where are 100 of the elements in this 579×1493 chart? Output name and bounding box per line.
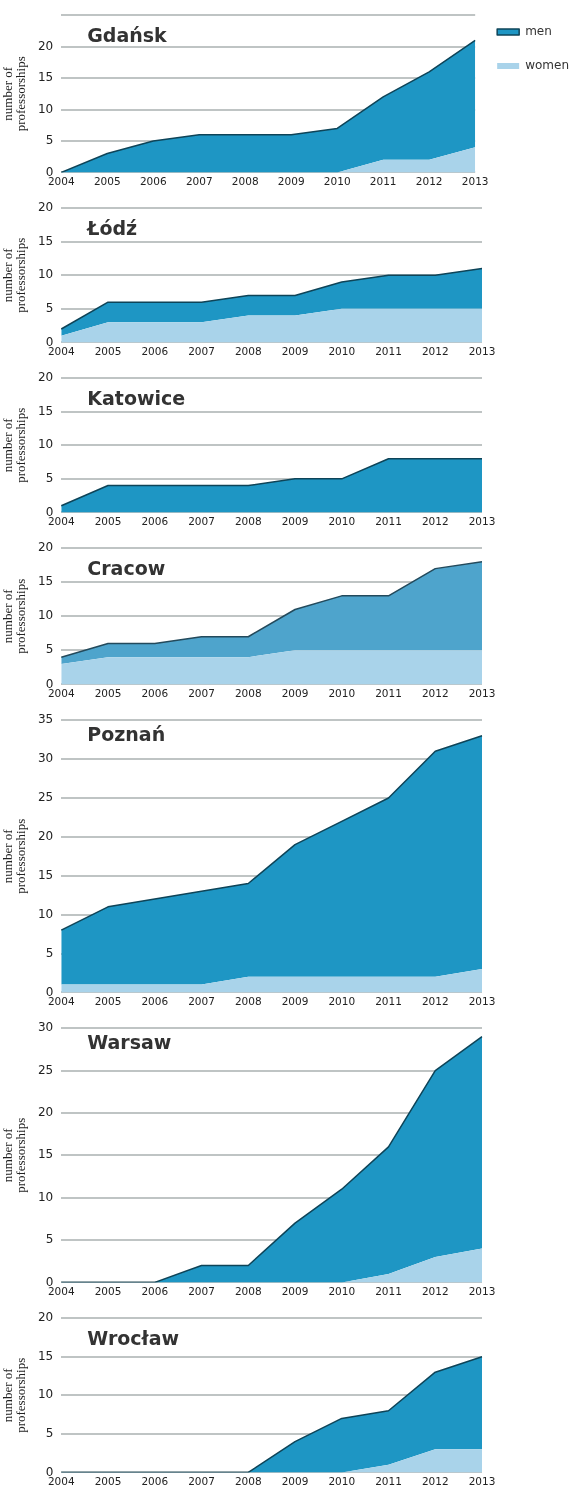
text: Łódź [86,216,138,239]
y-tick-label: 20 [37,200,54,215]
x-tick-label: 2005 [94,1285,122,1298]
legend-label: men [525,24,552,39]
x-tick-label: 2009 [281,515,309,528]
y-tick-label: 10 [37,101,54,116]
y-tick-label: 10 [37,608,54,623]
x-tick-label: 2011 [375,1285,402,1298]
x-tick-label: 2004 [47,687,75,700]
x-tick-label: 2008 [234,1475,262,1488]
y-tick-label: 20 [37,38,54,53]
x-tick-label: 2012 [421,687,449,700]
y-tick-label: 10 [37,267,54,282]
x-tick-label: 2008 [234,515,262,528]
x-tick-label: 2013 [468,1475,496,1488]
y-tick-label: 15 [37,1348,54,1363]
y-tick-label: 10 [37,906,54,921]
y-tick-label: 20 [37,540,54,555]
x-tick-label: 2010 [328,345,356,358]
y-axis-title: number of professorships [0,237,28,313]
y-tick-label: 5 [45,133,54,148]
x-tick-label: 2011 [375,687,402,700]
x-tick-label: 2013 [468,995,496,1008]
y-tick-label: 15 [37,1147,54,1162]
x-tick-label: 2007 [188,1285,215,1298]
x-tick-label: 2004 [47,1475,75,1488]
x-tick-label: 2004 [47,995,75,1008]
y-tick-label: 30 [37,1020,54,1035]
x-tick-label: 2008 [234,1285,262,1298]
x-tick-label: 2013 [468,687,496,700]
x-tick-label: 2013 [468,515,496,528]
legend-label: women [525,58,570,73]
y-tick-label: 15 [37,70,54,85]
x-tick-label: 2006 [141,345,169,358]
x-tick-label: 2012 [421,995,449,1008]
y-tick-label: 30 [37,751,54,766]
x-tick-label: 2011 [375,1475,402,1488]
x-tick-label: 2008 [231,175,259,188]
x-tick-label: 2007 [188,345,215,358]
x-tick-label: 2011 [375,515,402,528]
x-tick-label: 2005 [94,1475,122,1488]
y-tick-label: 15 [37,867,54,882]
x-tick-label: 2004 [47,515,75,528]
x-tick-label: 2009 [281,1475,309,1488]
y-axis-title: number of professorships [0,578,28,654]
x-tick-label: 2005 [94,515,122,528]
x-tick-label: 2011 [375,995,402,1008]
y-axis-title: number of professorships [0,1117,28,1193]
x-tick-label: 2007 [188,1475,215,1488]
y-tick-label: 20 [37,828,54,843]
y-tick-label: 10 [37,1189,54,1204]
x-tick-label: 2009 [281,345,309,358]
x-tick-label: 2012 [421,1475,449,1488]
x-tick-label: 2006 [139,175,167,188]
x-tick-label: 2009 [281,995,309,1008]
x-tick-label: 2009 [281,1285,309,1298]
x-tick-label: 2010 [328,1285,356,1298]
x-tick-label: 2010 [328,995,356,1008]
x-tick-label: 2006 [141,995,169,1008]
y-tick-label: 25 [37,790,54,805]
y-tick-label: 5 [45,945,54,960]
text: Cracow [87,556,166,579]
x-tick-label: 2013 [468,345,496,358]
text: Katowice [87,386,186,409]
x-tick-label: 2008 [234,687,262,700]
chart-title: Gdańsk [87,23,168,46]
y-tick-label: 15 [37,403,54,418]
x-tick-label: 2007 [188,687,215,700]
x-tick-label: 2012 [421,1285,449,1298]
x-tick-label: 2013 [461,175,489,188]
y-axis-title: number of professorships [0,1357,28,1433]
y-tick-label: 5 [45,642,54,657]
chart-title: Poznań [87,722,166,745]
x-tick-label: 2005 [94,995,122,1008]
y-tick-label: 25 [37,1062,54,1077]
x-tick-label: 2005 [94,345,122,358]
x-tick-label: 2007 [188,995,215,1008]
y-tick-label: 5 [45,1425,54,1440]
x-tick-label: 2013 [468,1285,496,1298]
y-tick-label: 15 [37,574,54,589]
x-tick-label: 2009 [281,687,309,700]
y-tick-label: 10 [37,1387,54,1402]
x-tick-label: 2010 [328,515,356,528]
x-tick-label: 2011 [369,175,397,188]
x-tick-label: 2008 [234,345,262,358]
x-tick-label: 2006 [141,687,169,700]
x-tick-label: 2009 [277,175,305,188]
x-tick-label: 2004 [47,175,75,188]
chart-title: Warsaw [87,1030,172,1053]
y-tick-label: 35 [37,712,54,727]
x-tick-label: 2010 [328,687,356,700]
x-tick-label: 2005 [93,175,121,188]
x-tick-label: 2006 [141,515,169,528]
text: Wrocław [87,1326,179,1349]
x-tick-label: 2010 [328,1475,356,1488]
x-tick-label: 2005 [94,687,122,700]
x-tick-label: 2004 [47,345,75,358]
x-tick-label: 2007 [185,175,213,188]
y-tick-label: 5 [45,1232,54,1247]
x-tick-label: 2008 [234,995,262,1008]
